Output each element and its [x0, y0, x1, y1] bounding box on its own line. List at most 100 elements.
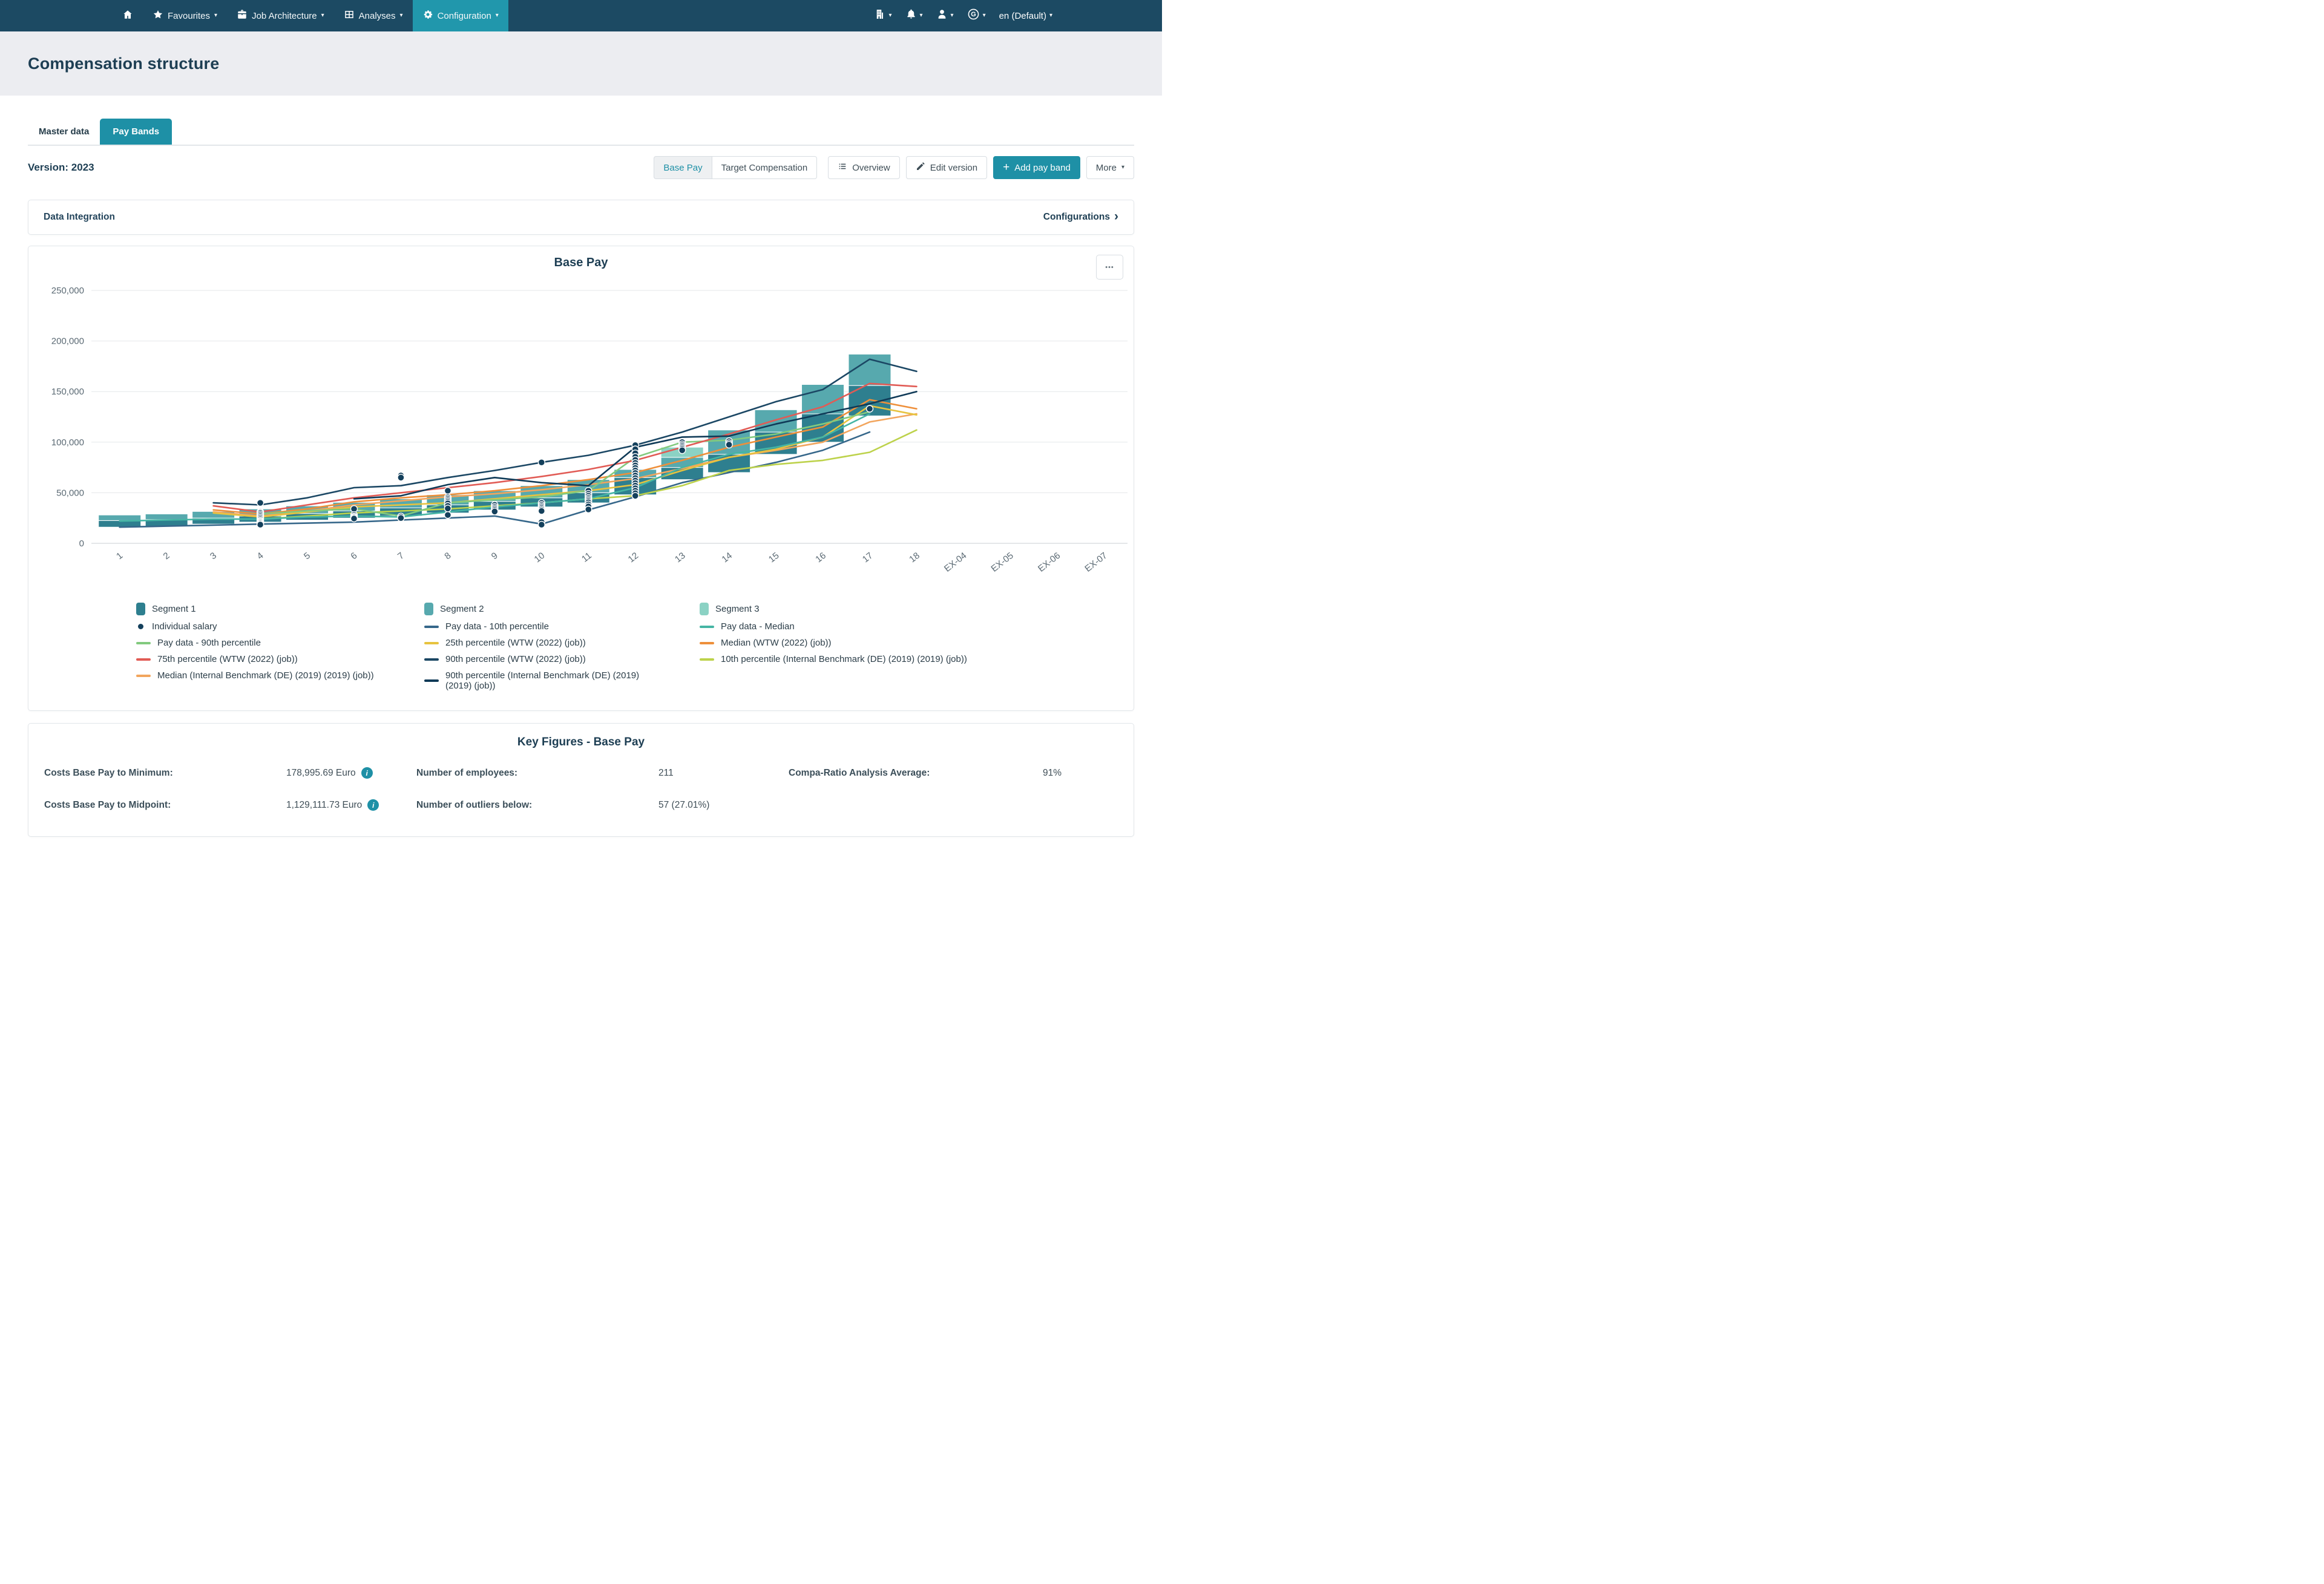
individual-salary-dot[interactable]	[585, 505, 592, 514]
y-axis-label: 0	[79, 538, 84, 549]
legend-item[interactable]: Pay data - 10th percentile	[424, 621, 666, 632]
legend-swatch-line	[424, 679, 439, 682]
chevron-down-icon: ▾	[321, 12, 324, 19]
chart-menu-button[interactable]: •••	[1096, 255, 1123, 280]
x-axis-label: 8	[442, 551, 453, 562]
individual-salary-dot[interactable]	[678, 446, 686, 454]
base-pay-toggle[interactable]: Base Pay	[654, 156, 712, 179]
info-icon[interactable]: i	[367, 799, 379, 811]
legend-item[interactable]: Median (Internal Benchmark (DE) (2019) (…	[136, 670, 390, 681]
tab-pay-bands[interactable]: Pay Bands	[100, 119, 172, 145]
building-icon	[874, 8, 885, 23]
legend-label: Segment 3	[715, 604, 760, 614]
nav-item-configuration[interactable]: Configuration ▾	[412, 0, 508, 31]
individual-salary-dot[interactable]	[397, 514, 405, 522]
language-selector[interactable]: en (Default) ▾	[993, 0, 1059, 31]
configurations-link[interactable]: Configurations ›	[1043, 210, 1118, 223]
individual-salary-dot[interactable]	[865, 405, 874, 413]
individual-salary-dot[interactable]	[537, 507, 546, 515]
x-axis-label: 11	[580, 551, 594, 565]
version-label: Version: 2023	[28, 162, 94, 173]
individual-salary-dot[interactable]	[444, 486, 452, 495]
nav-item-home[interactable]	[113, 0, 143, 31]
brand-menu[interactable]: G ▾	[960, 0, 993, 31]
legend-label: 90th percentile (Internal Benchmark (DE)…	[445, 670, 640, 691]
info-icon[interactable]: i	[361, 767, 373, 779]
x-axis-label: EX-04	[942, 551, 968, 574]
edit-version-button[interactable]: Edit version	[905, 156, 988, 179]
bell-icon	[905, 8, 917, 23]
y-axis-label: 100,000	[51, 437, 84, 448]
tab-bar: Master data Pay Bands	[28, 119, 1134, 146]
individual-salary-dot[interactable]	[444, 505, 452, 512]
legend-item[interactable]: Segment 1	[136, 603, 390, 615]
legend-item[interactable]: Median (WTW (2022) (job))	[700, 638, 967, 648]
kf-value-compa-ratio: 91%	[1043, 767, 1062, 778]
kf-label-outliers-below: Number of outliers below:	[416, 799, 533, 810]
x-axis-label: 15	[767, 551, 781, 565]
legend-item[interactable]: 10th percentile (Internal Benchmark (DE)…	[700, 654, 967, 664]
nav-item-analyses[interactable]: Analyses ▾	[334, 0, 413, 31]
top-navigation: Favourites ▾ Job Architecture ▾ Analyses…	[0, 0, 1162, 31]
individual-salary-dot[interactable]	[725, 440, 733, 449]
legend-item[interactable]: 75th percentile (WTW (2022) (job))	[136, 654, 390, 664]
legend-label: Pay data - 10th percentile	[445, 621, 549, 632]
x-axis-label: 7	[396, 551, 406, 562]
chevron-down-icon: ▾	[888, 12, 892, 19]
x-axis-label: 2	[162, 551, 172, 562]
tab-master-data[interactable]: Master data	[39, 126, 90, 137]
data-integration-label: Data Integration	[44, 212, 115, 222]
legend-item[interactable]: Individual salary	[136, 621, 390, 632]
individual-salary-dot[interactable]	[256, 499, 264, 507]
x-axis-label: EX-07	[1083, 551, 1109, 574]
target-compensation-toggle[interactable]: Target Compensation	[711, 156, 818, 179]
x-axis-label: 13	[673, 551, 688, 565]
overview-label: Overview	[852, 162, 890, 173]
kf-label-costs-minimum: Costs Base Pay to Minimum:	[44, 767, 173, 778]
legend-item[interactable]: Pay data - Median	[700, 621, 967, 632]
legend-label: Median (Internal Benchmark (DE) (2019) (…	[157, 670, 374, 681]
legend-label: Individual salary	[152, 621, 217, 632]
x-axis-label: 16	[813, 551, 828, 565]
legend-item[interactable]: Segment 2	[424, 603, 666, 615]
legend-swatch-rect	[424, 603, 433, 615]
chart-title: Base Pay	[554, 256, 608, 269]
nav-item-label: Analyses	[358, 10, 396, 21]
individual-salary-dot[interactable]	[397, 474, 405, 482]
legend-item[interactable]: 90th percentile (WTW (2022) (job))	[424, 654, 666, 664]
svg-text:G: G	[971, 11, 976, 18]
kf-label-costs-midpoint: Costs Base Pay to Midpoint:	[44, 799, 171, 810]
individual-salary-dot[interactable]	[444, 511, 452, 519]
notifications-menu[interactable]: ▾	[899, 0, 930, 31]
x-axis-label: 17	[861, 551, 875, 565]
legend-item[interactable]: 25th percentile (WTW (2022) (job))	[424, 638, 666, 648]
add-pay-band-button[interactable]: + Add pay band	[993, 156, 1080, 179]
user-menu[interactable]: ▾	[930, 0, 960, 31]
kf-value-employees: 211	[658, 767, 674, 778]
pay-band-bar-grade-2[interactable]	[145, 514, 188, 520]
legend-label: Pay data - 90th percentile	[157, 638, 261, 648]
organisation-menu[interactable]: ▾	[867, 0, 898, 31]
key-figures-card: Key Figures - Base Pay Costs Base Pay to…	[28, 723, 1134, 837]
individual-salary-dot[interactable]	[491, 508, 499, 515]
legend-swatch-line	[136, 641, 151, 644]
more-button[interactable]: More ▾	[1086, 156, 1134, 179]
individual-salary-dot[interactable]	[256, 520, 264, 529]
individual-salary-dot[interactable]	[537, 520, 546, 529]
legend-item[interactable]: 90th percentile (Internal Benchmark (DE)…	[424, 670, 666, 691]
individual-salary-dot[interactable]	[350, 514, 358, 523]
pay-band-bar-grade-1[interactable]	[98, 514, 142, 521]
x-axis-label: 18	[907, 551, 922, 565]
nav-item-job-architecture[interactable]: Job Architecture ▾	[227, 0, 334, 31]
legend-item[interactable]: Segment 3	[700, 603, 967, 615]
x-axis-label: 3	[208, 551, 218, 562]
overview-button[interactable]: Overview	[828, 156, 900, 179]
table-grid-icon	[344, 9, 355, 22]
add-pay-band-label: Add pay band	[1014, 162, 1071, 173]
nav-item-favourites[interactable]: Favourites ▾	[143, 0, 227, 31]
legend-swatch-dot	[138, 624, 143, 629]
legend-label: Segment 2	[440, 604, 484, 614]
individual-salary-dot[interactable]	[537, 459, 546, 466]
legend-item[interactable]: Pay data - 90th percentile	[136, 638, 390, 648]
individual-salary-dot[interactable]	[631, 492, 639, 500]
